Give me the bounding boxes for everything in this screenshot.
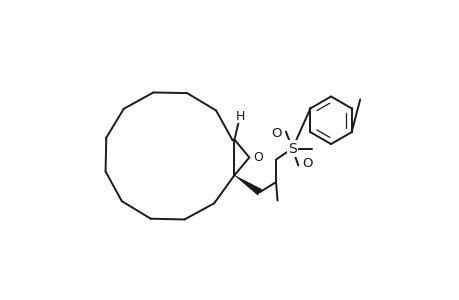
Text: H: H bbox=[235, 110, 245, 123]
Polygon shape bbox=[234, 175, 261, 195]
Text: O: O bbox=[301, 157, 312, 169]
Text: O: O bbox=[271, 128, 281, 140]
Text: O: O bbox=[252, 151, 262, 164]
Text: S: S bbox=[287, 142, 296, 155]
